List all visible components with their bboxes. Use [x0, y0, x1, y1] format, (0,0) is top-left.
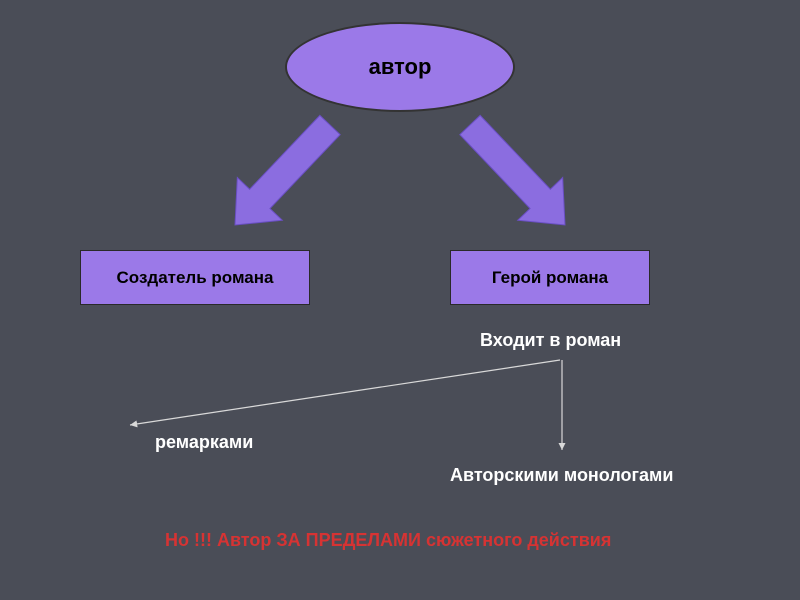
footer-text: Но !!! Автор ЗА ПРЕДЕЛАМИ сюжетного дейс… — [165, 530, 611, 551]
enters-text: Входит в роман — [480, 330, 621, 351]
block-arrow — [460, 115, 565, 225]
author-ellipse: автор — [285, 22, 515, 112]
block-arrow — [235, 115, 340, 225]
creator-box: Создатель романа — [80, 250, 310, 305]
creator-label: Создатель романа — [117, 268, 274, 288]
hero-label: Герой романа — [492, 268, 608, 288]
monologues-text: Авторскими монологами — [450, 465, 673, 486]
remarks-text: ремарками — [155, 432, 253, 453]
hero-box: Герой романа — [450, 250, 650, 305]
author-label: автор — [369, 54, 432, 80]
thin-arrow — [130, 360, 560, 425]
